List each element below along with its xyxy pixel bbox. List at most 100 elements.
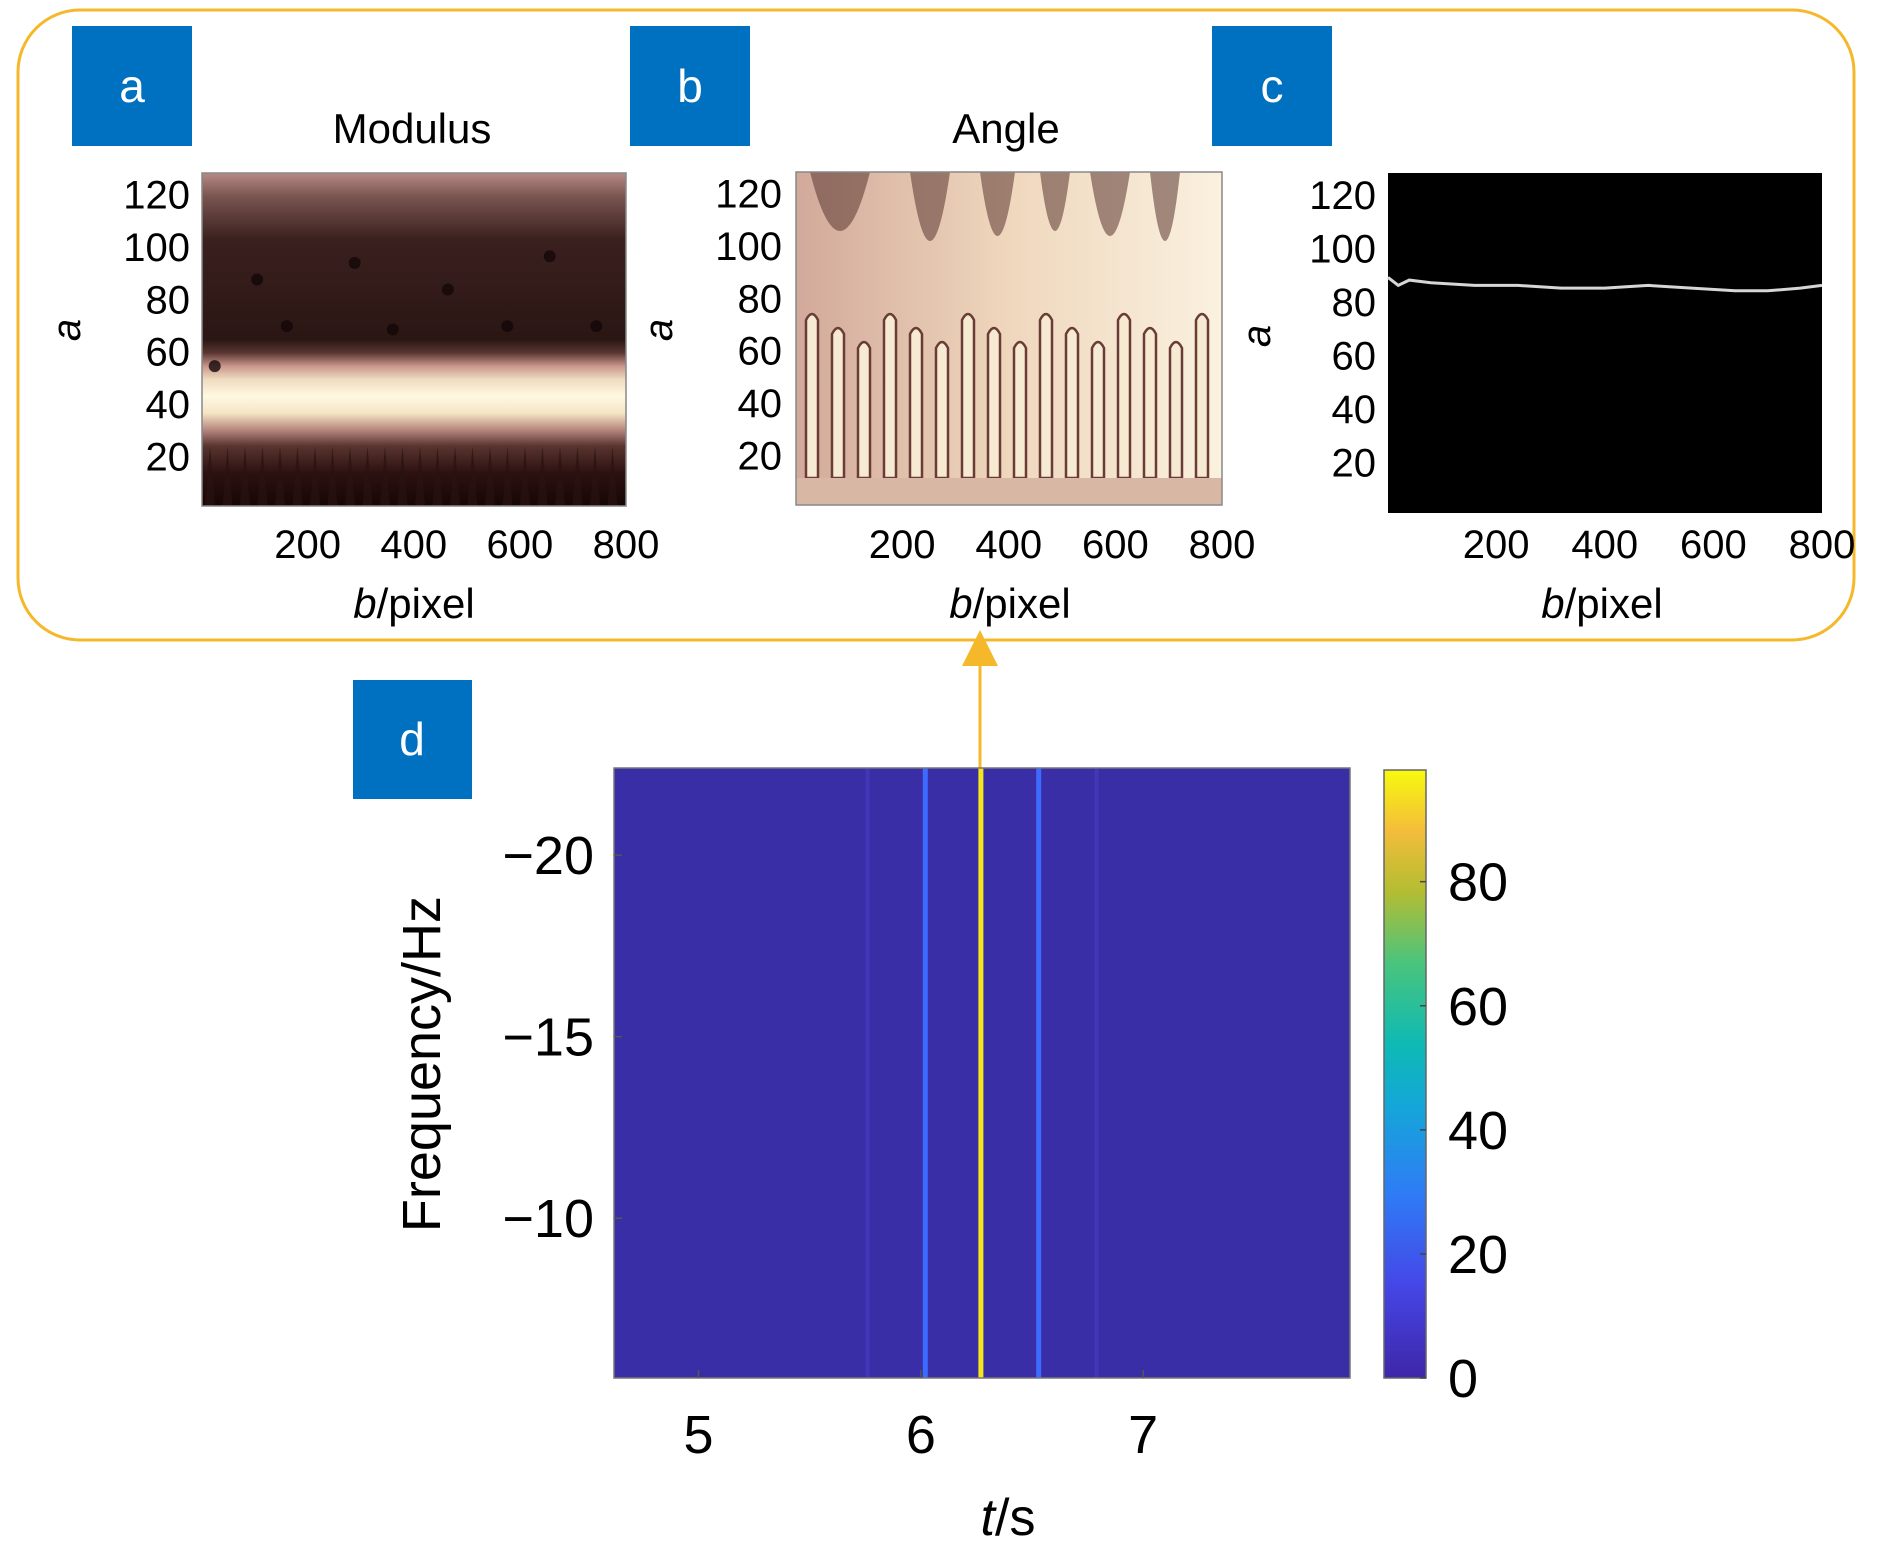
dark-spike [415,446,425,506]
phase-wedge [910,172,950,241]
y-axis-label-b: a [637,319,681,341]
panel-d: d 80 60 40 20 0 −20 −15 −10 5 6 7 Frequency/Hz t… [353,680,1508,1547]
y-tick-label: 80 [1332,281,1377,325]
badge-c-label: c [1261,60,1284,112]
colorbar [1383,769,1427,1379]
phase-wedge [1150,172,1180,241]
phase-finger [1168,340,1184,480]
phase-finger [986,326,1002,480]
x-ticks-d: 5 6 7 [683,1370,1158,1465]
x-tick-label: 200 [869,523,936,567]
dark-spike [607,446,618,506]
x-axis-label-a: b/pixel [353,580,474,627]
dark-spike [310,446,320,506]
x-axis-label-b: b/pixel [949,580,1070,627]
colorbar-tick-label: 40 [1448,1101,1508,1161]
dark-spike [205,446,215,506]
x-tick-label: 5 [683,1405,713,1465]
colorbar-tick-label: 0 [1448,1349,1478,1409]
modulus-heatmap [202,173,626,506]
colorbar-ticks: 80 60 40 20 0 [1420,853,1508,1409]
colorbar-tick-label: 60 [1448,977,1508,1037]
dark-spot [251,273,264,286]
dark-spike [432,446,443,506]
dark-spike [520,446,530,506]
phase-finger [1090,340,1106,480]
top-panel-border [16,8,1856,642]
dark-spot [501,320,514,333]
angle-phase-fingers [804,172,1210,480]
dark-spike [345,446,355,506]
dark-spike [362,446,373,506]
y-tick-label: 40 [1332,388,1377,432]
x-tick-label: 400 [1571,523,1638,567]
y-tick-label: 100 [715,225,782,269]
badge-b [630,26,750,146]
dark-spike [292,446,303,506]
y-tick-label: 120 [715,172,782,216]
dark-spot [386,323,399,336]
plot-frame-a [201,172,627,507]
x-tick-label: 600 [1680,523,1747,567]
dark-spot [441,283,454,296]
x-tick-label: 200 [274,523,341,567]
phase-wedge [810,172,870,231]
phase-finger [1142,326,1158,480]
dark-spike [590,446,600,506]
dark-spike [467,446,478,506]
badge-d [353,680,472,799]
dark-spot [348,256,361,269]
spectrogram-line [1094,768,1099,1378]
plot-frame-b [795,171,1223,506]
y-tick-label: 80 [738,277,783,321]
x-tick-label: 400 [380,523,447,567]
x-tick-label: 600 [486,523,553,567]
spectrogram-line [978,768,984,1378]
x-tick-label: 800 [1189,523,1256,567]
phase-finger [830,326,846,480]
y-tick-label: −20 [502,826,594,886]
x-tick-label: 7 [1128,1405,1158,1465]
badge-a-label: a [119,60,145,112]
x-tick-label: 400 [975,523,1042,567]
y-ticks-c: 120 100 80 60 40 20 [1309,174,1376,486]
x-axis-label-c: b/pixel [1541,580,1662,627]
dark-spike [257,446,268,506]
dark-spike [485,446,495,506]
phase-wedge [1040,172,1070,231]
phase-finger [1012,340,1028,480]
y-tick-label: 80 [146,278,191,322]
dark-spot [208,360,221,373]
x-axis-label-d: t/s [981,1489,1036,1547]
chart-b-title: Angle [952,105,1059,152]
phase-finger [908,326,924,480]
y-tick-label: 60 [738,330,783,374]
phase-finger [1038,312,1054,480]
x-tick-label: 800 [593,523,660,567]
x-tick-label: 600 [1082,523,1149,567]
y-tick-label: −10 [502,1189,594,1249]
dark-spike [240,446,250,506]
spectrogram-line [865,768,870,1378]
badge-a [72,26,192,146]
x-ticks-c: 200 400 600 800 [1463,523,1856,567]
dark-spike [555,446,565,506]
y-tick-label: 40 [738,382,783,426]
dark-spot [280,320,293,333]
dark-spike [380,446,390,506]
dark-spike [502,446,513,506]
badge-c [1212,26,1332,146]
plot-frame-d [613,767,1351,1379]
phase-wedge [1090,172,1130,236]
phase-finger [934,340,950,480]
x-ticks-a: 200 400 600 800 [274,523,659,567]
y-tick-label: 40 [146,383,191,427]
y-tick-label: 120 [1309,174,1376,218]
y-axis-label-a: a [45,319,89,341]
y-tick-label: 100 [123,226,190,270]
dark-spike [397,446,408,506]
panel-b: b Angle 120 100 80 60 40 20 200 400 600 800 a b/… [630,26,1255,627]
dark-spike [537,446,548,506]
